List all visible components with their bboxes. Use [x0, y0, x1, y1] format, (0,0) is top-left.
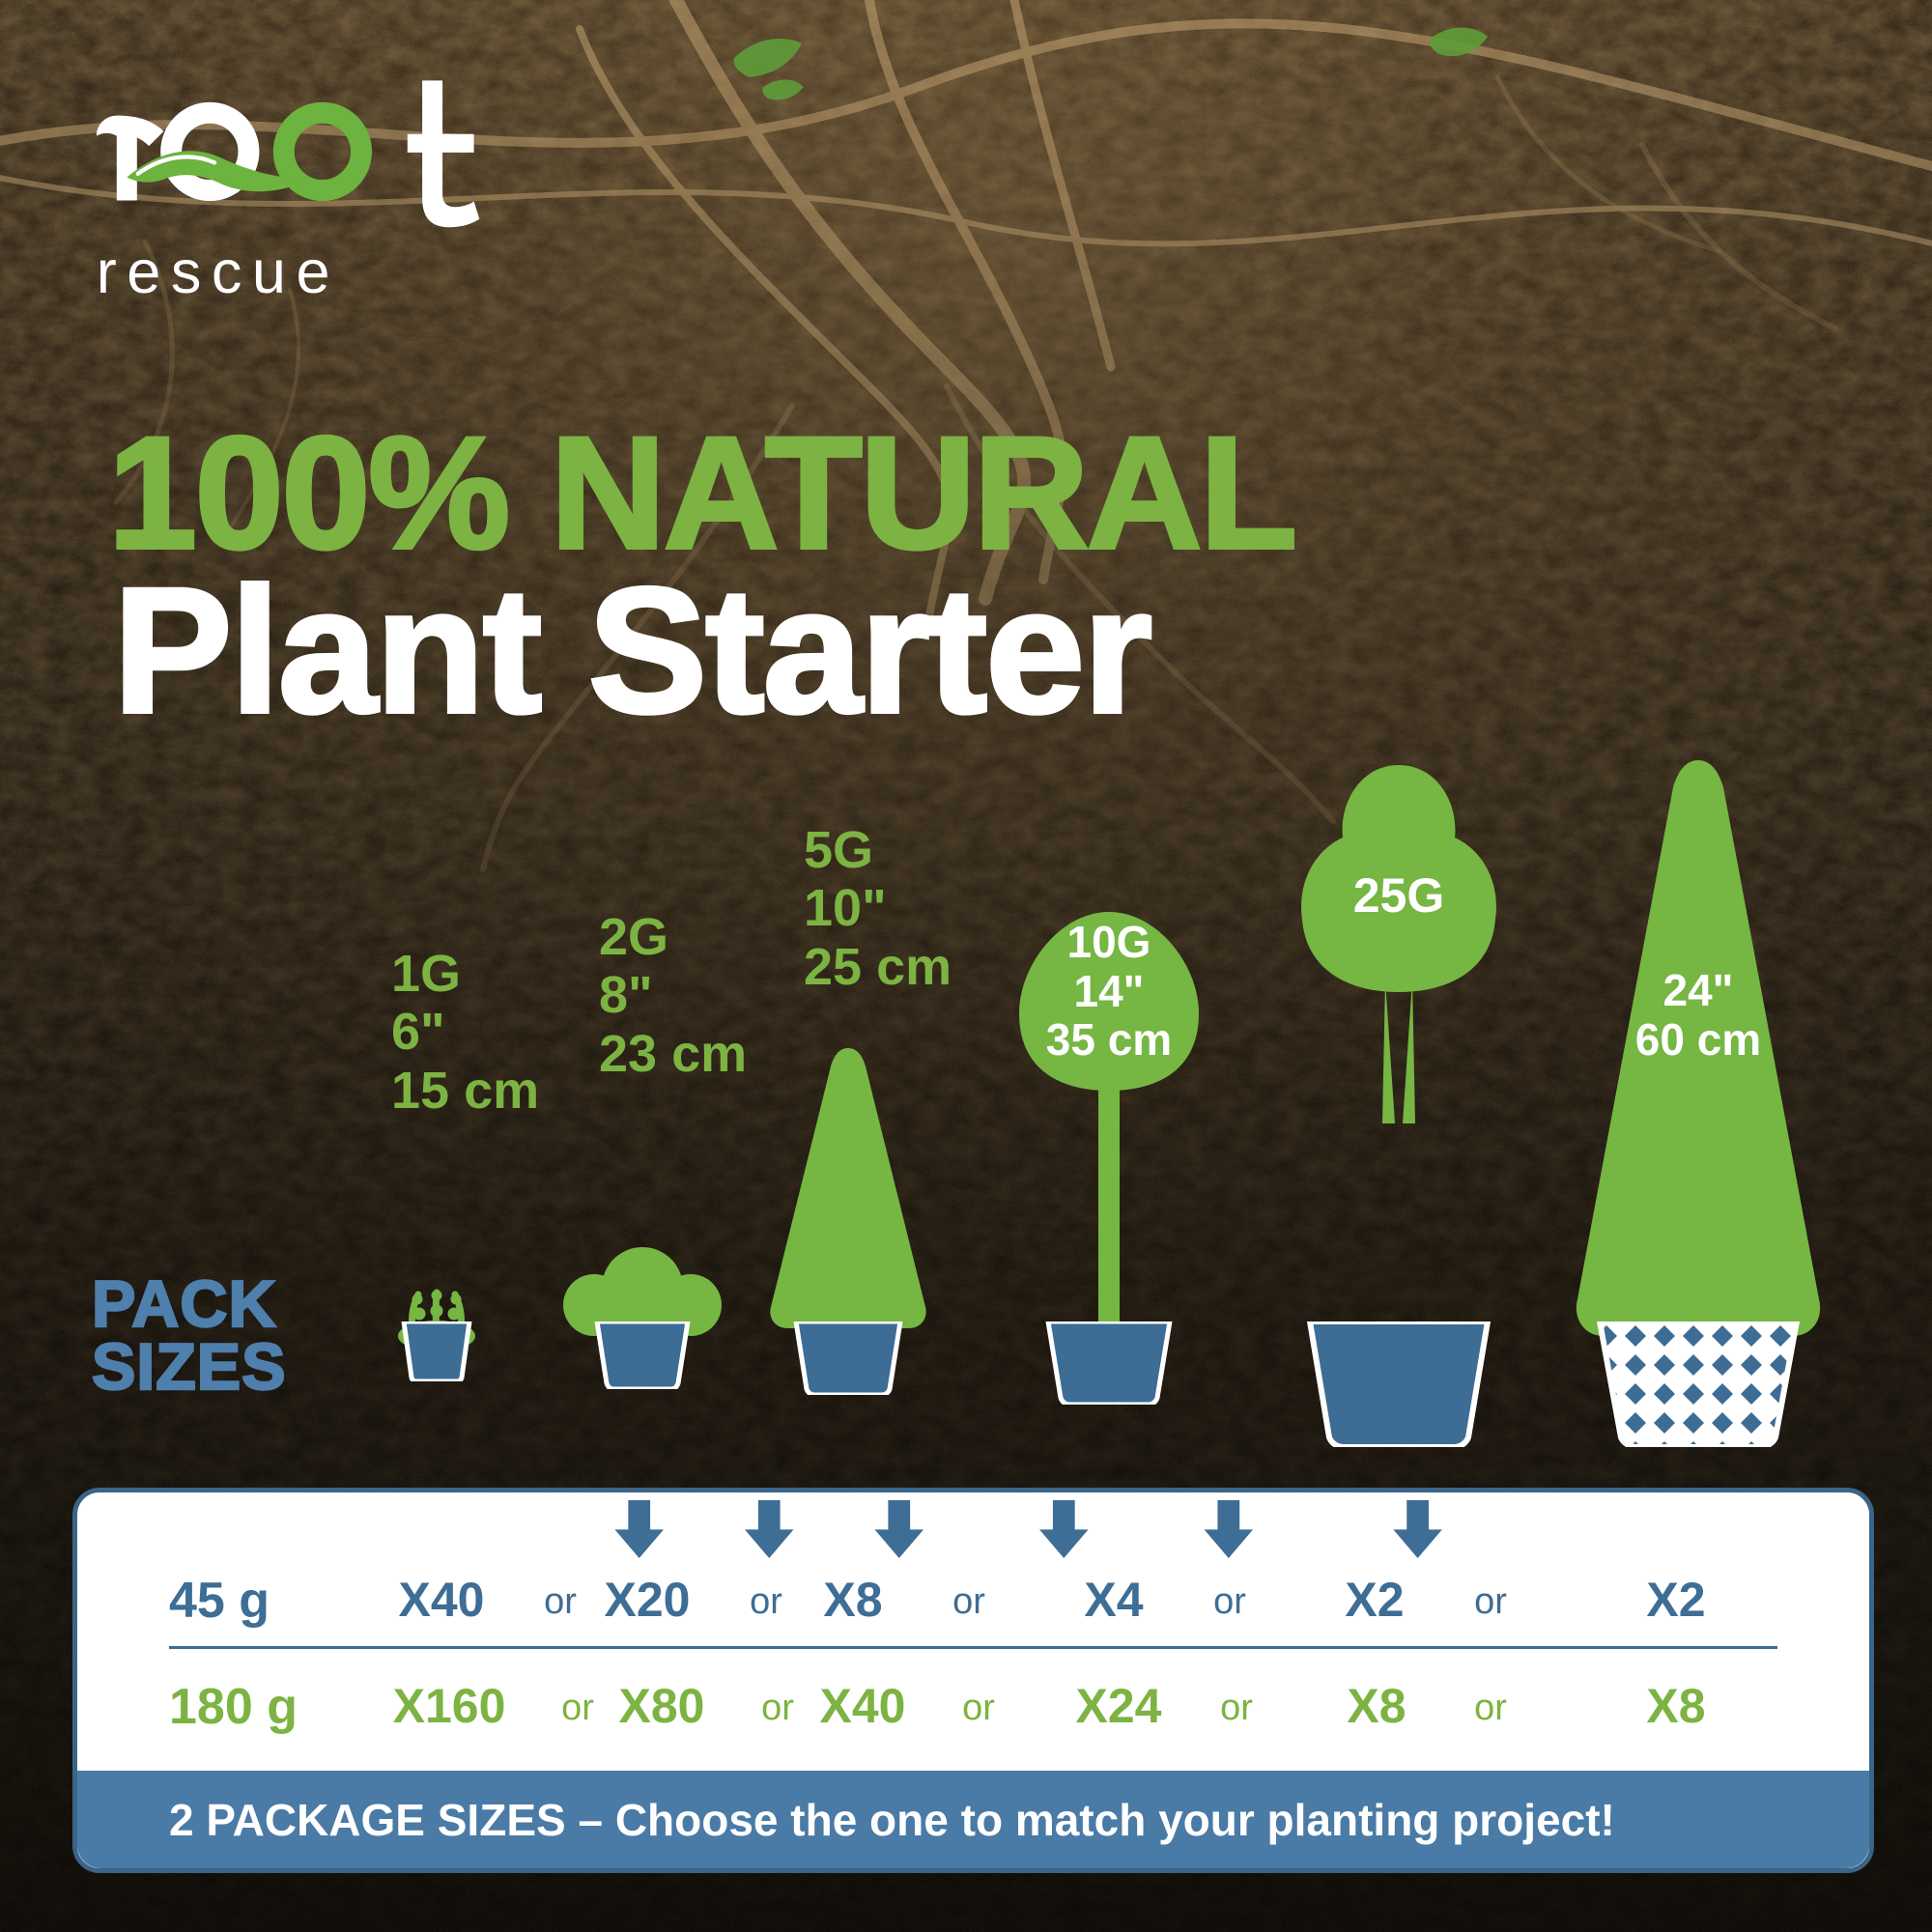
svg-text:rescue: rescue	[97, 239, 340, 306]
